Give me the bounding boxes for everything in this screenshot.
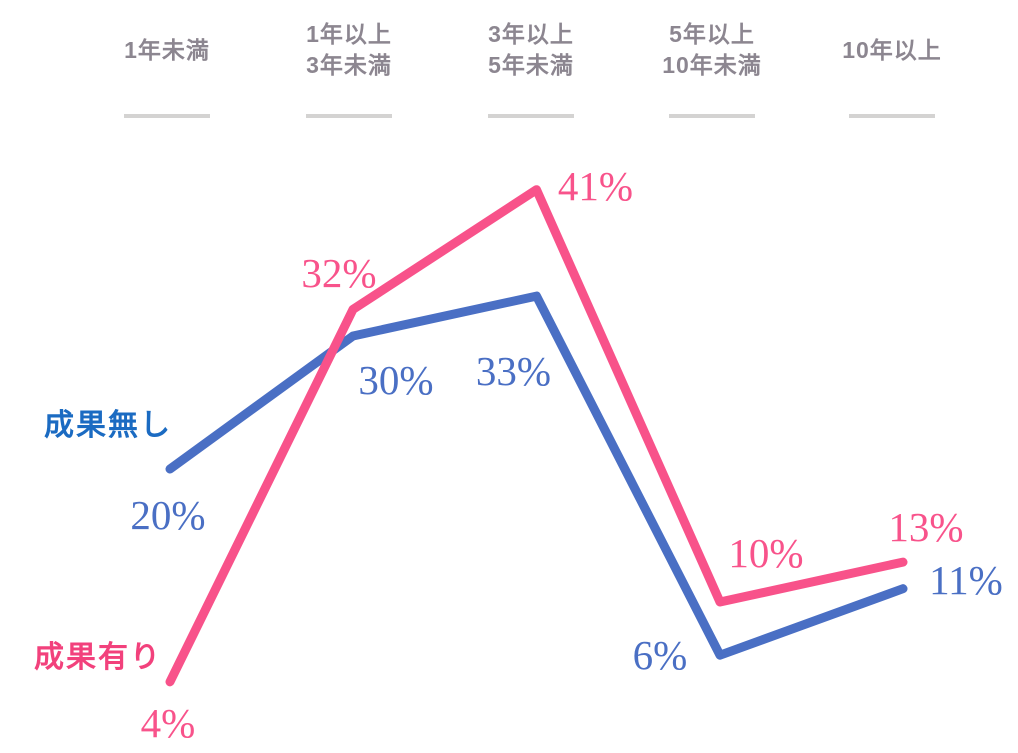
data-label-series0-2: 33% — [475, 348, 552, 395]
data-label-series1-1: 32% — [301, 250, 377, 297]
category-label-2: 3年以上 5年未満 — [488, 21, 574, 78]
data-label-series0-3: 6% — [632, 632, 688, 679]
category-tick-1 — [306, 114, 392, 118]
legend-label-with-results: 成果有り — [34, 641, 162, 674]
data-label-series0-4: 11% — [929, 556, 1003, 603]
category-tick-0 — [124, 114, 210, 118]
data-label-series0-1: 30% — [358, 357, 434, 403]
category-label-1: 1年以上 3年未満 — [306, 21, 392, 78]
legend-label-no-results: 成果無し — [44, 409, 172, 442]
category-tick-4 — [849, 114, 935, 118]
data-label-series1-0: 4% — [140, 699, 196, 746]
category-label-4: 10年以上 — [842, 36, 942, 63]
data-label-series1-2: 41% — [557, 162, 634, 209]
category-tick-2 — [488, 114, 574, 118]
data-label-series0-0: 20% — [130, 492, 206, 538]
series-line-1 — [165, 185, 908, 687]
category-tick-3 — [669, 114, 755, 118]
data-label-series1-3: 10% — [728, 530, 804, 576]
category-label-3: 5年以上 10年未満 — [662, 21, 762, 78]
series-line-0 — [165, 291, 908, 660]
category-label-0: 1年未満 — [124, 36, 210, 63]
data-label-series1-4: 13% — [888, 504, 964, 551]
